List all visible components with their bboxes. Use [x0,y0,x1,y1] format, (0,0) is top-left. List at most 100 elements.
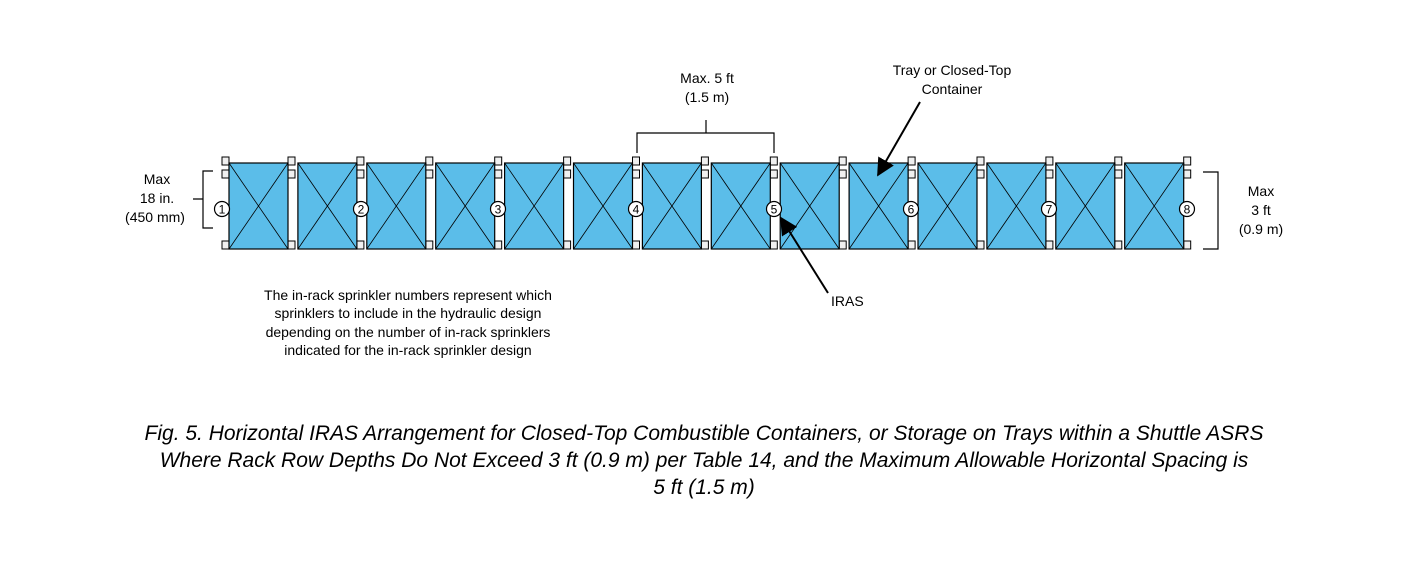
vertical-dimension: Max 18 in. (450 mm) [125,170,213,229]
vertical-label-line2: 18 in. [140,190,174,206]
sprinkler-marker [1178,200,1196,218]
note-line: The in-rack sprinkler numbers represent … [264,287,552,303]
sprinkler-marker [765,200,783,218]
upright-top [356,156,365,166]
upright-top [838,156,847,166]
upright-mid [494,169,503,179]
iras-arrow [780,216,829,294]
container-diagonal [986,162,1047,250]
container-diagonal [435,162,496,250]
upright-mid [221,169,230,179]
sprinkler-number: 6 [908,203,915,217]
upright-top [1045,156,1054,166]
sprinkler-number: 3 [495,203,502,217]
container-diagonal [642,162,702,250]
upright-mid [976,169,985,179]
upright-bottom [356,240,365,250]
container-diagonal [1124,162,1185,250]
upright-bottom [838,240,847,250]
upright-mid [907,169,916,179]
upright-mid [769,169,778,179]
upright-top [1114,156,1123,166]
upright-bottom [425,240,434,250]
note-line: depending on the number of in-rack sprin… [266,324,551,340]
upright-top [1183,156,1192,166]
upright-mid [356,169,365,179]
container-label-line1: Tray or Closed-Top [893,62,1012,78]
upright-bottom [700,240,709,250]
container-diagonal [297,162,358,250]
upright-bottom [1045,240,1054,250]
sprinkler-number: 2 [358,203,365,217]
upright-top [632,156,640,166]
upright-bottom [769,240,778,250]
upright-mid [1045,169,1054,179]
upright-bottom [1183,240,1192,250]
depth-label-line1: Max [1248,183,1274,199]
spacing-dimension: Max. 5 ft (1.5 m) [636,70,775,153]
upright-top [976,156,985,166]
container-diagonal [504,162,564,250]
iras-label: IRAS [831,293,864,309]
upright-bottom [907,240,916,250]
upright-top [563,156,572,166]
upright-mid [287,169,296,179]
sprinkler-marker [1040,200,1058,218]
vertical-bracket [193,170,213,229]
depth-label-line3: (0.9 m) [1239,221,1283,237]
container-diagonal [1055,162,1116,250]
sprinkler-number: 5 [771,203,778,217]
upright-top [769,156,778,166]
sprinkler-marker [352,200,370,218]
sprinkler-marker [627,200,645,218]
upright-bottom [287,240,296,250]
spacing-bracket [636,120,775,153]
upright-bottom [563,240,572,250]
container-label-line2: Container [922,81,983,97]
spacing-label-line2: (1.5 m) [685,89,729,105]
container-callout: Tray or Closed-Top Container [877,62,1012,177]
caption-line: Where Rack Row Depths Do Not Exceed 3 ft… [159,449,1249,472]
upright-mid [1114,169,1123,179]
sprinkler-number: 1 [219,203,226,217]
container-diagonal [573,162,633,250]
upright-top [494,156,503,166]
sprinkler-number: 7 [1046,203,1053,217]
sprinkler-marker [213,200,231,218]
container-diagonal [228,162,289,250]
upright-mid [632,169,640,179]
iras-callout: IRAS [780,216,864,309]
container-diagonal [366,162,427,250]
container-diagonal [917,162,978,250]
upright-top [221,156,230,166]
upright-mid [838,169,847,179]
vertical-label-line3: (450 mm) [125,209,185,225]
upright-mid [425,169,434,179]
upright-top [425,156,434,166]
rack-row: 1 2 3 4 5 6 7 8 [213,156,1196,250]
upright-bottom [221,240,230,250]
caption-line: Fig. 5. Horizontal IRAS Arrangement for … [144,422,1264,445]
note-line: indicated for the in-rack sprinkler desi… [284,342,531,358]
upright-bottom [632,240,640,250]
sprinkler-marker [489,200,507,218]
note-line: sprinklers to include in the hydraulic d… [275,305,542,321]
spacing-label-line1: Max. 5 ft [680,70,734,86]
caption-line: 5 ft (1.5 m) [653,476,755,499]
upright-mid [700,169,709,179]
sprinkler-note: The in-rack sprinkler numbers represent … [264,287,552,358]
container-diagonal [710,162,771,250]
upright-bottom [494,240,503,250]
upright-bottom [976,240,985,250]
figure-caption: Fig. 5. Horizontal IRAS Arrangement for … [30,420,1378,501]
depth-label-line2: 3 ft [1251,202,1271,218]
upright-mid [1183,169,1192,179]
upright-bottom [1114,240,1123,250]
sprinkler-number: 4 [633,203,640,217]
upright-mid [563,169,572,179]
sprinkler-number: 8 [1184,203,1191,217]
vertical-label-line1: Max [144,171,170,187]
upright-top [907,156,916,166]
depth-dimension: Max 3 ft (0.9 m) [1203,171,1283,250]
